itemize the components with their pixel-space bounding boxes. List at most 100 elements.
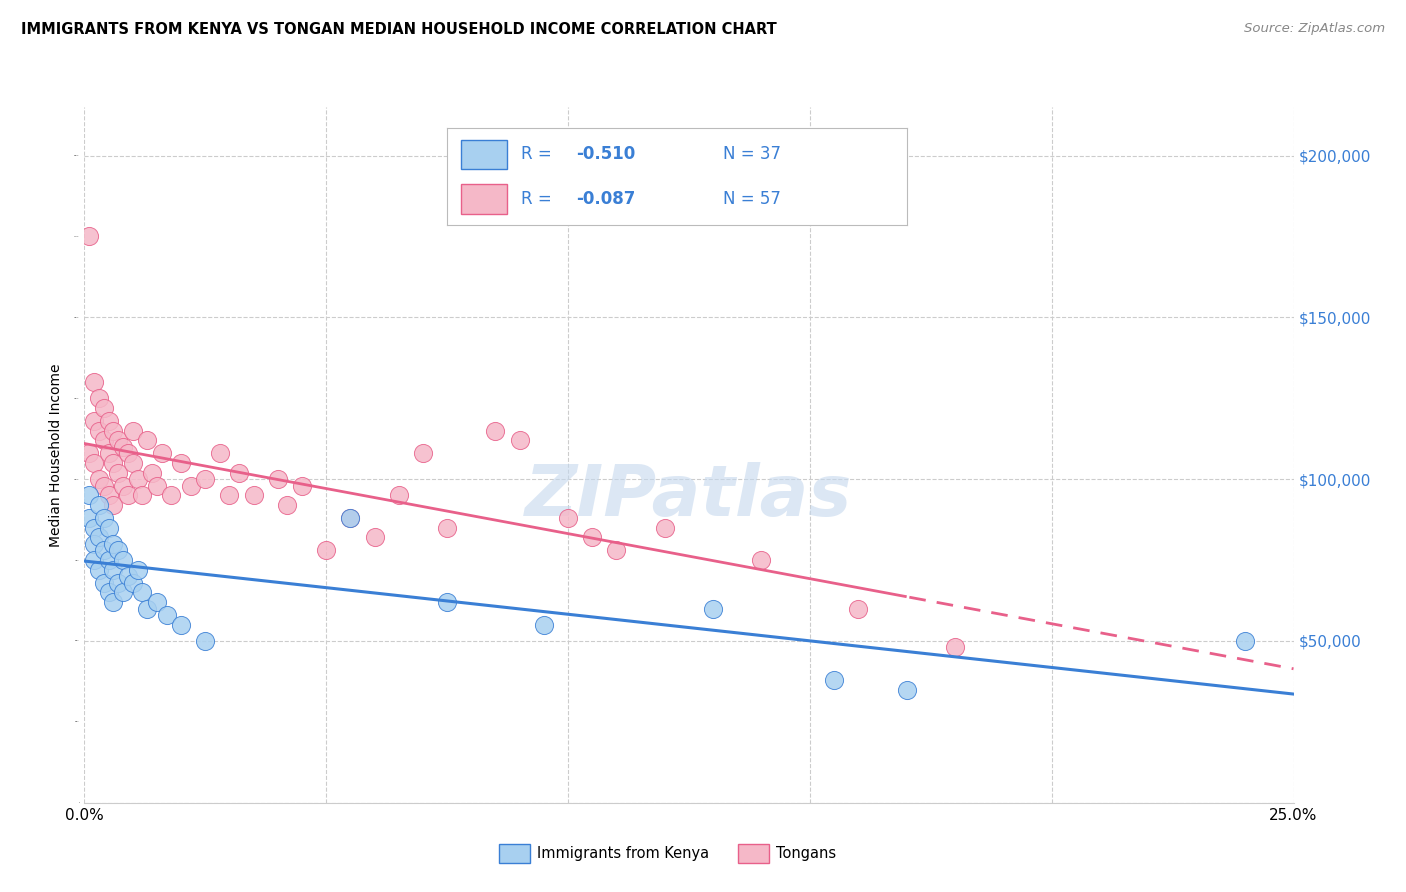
Point bbox=[242, 488, 264, 502]
Point bbox=[146, 478, 169, 492]
Point bbox=[823, 673, 845, 687]
Point bbox=[170, 456, 193, 470]
Y-axis label: Median Household Income: Median Household Income bbox=[49, 363, 63, 547]
Text: N = 57: N = 57 bbox=[723, 190, 780, 208]
Point bbox=[117, 488, 139, 502]
Point bbox=[103, 456, 125, 470]
Point bbox=[436, 595, 458, 609]
Point bbox=[339, 511, 361, 525]
Point bbox=[127, 472, 149, 486]
Point bbox=[291, 478, 314, 492]
Point bbox=[103, 498, 125, 512]
Text: ZIPatlas: ZIPatlas bbox=[526, 462, 852, 531]
Point bbox=[87, 392, 110, 406]
Point bbox=[77, 229, 100, 244]
Point bbox=[83, 553, 105, 567]
Point bbox=[87, 424, 110, 438]
Text: -0.087: -0.087 bbox=[576, 190, 636, 208]
Text: Source: ZipAtlas.com: Source: ZipAtlas.com bbox=[1244, 22, 1385, 36]
Point bbox=[155, 608, 177, 623]
Point bbox=[112, 440, 135, 454]
Point bbox=[87, 531, 110, 545]
Text: R =: R = bbox=[520, 190, 557, 208]
Point bbox=[751, 553, 773, 567]
Point bbox=[194, 634, 217, 648]
Text: R =: R = bbox=[520, 145, 557, 163]
Point bbox=[97, 553, 120, 567]
Point bbox=[83, 375, 105, 389]
Point bbox=[121, 575, 143, 590]
Point bbox=[103, 595, 125, 609]
Point bbox=[121, 456, 143, 470]
Point bbox=[702, 601, 724, 615]
Text: Immigrants from Kenya: Immigrants from Kenya bbox=[537, 847, 709, 861]
Point bbox=[131, 585, 153, 599]
Point bbox=[339, 511, 361, 525]
Point bbox=[93, 478, 115, 492]
Point bbox=[276, 498, 298, 512]
Point bbox=[194, 472, 217, 486]
Point bbox=[87, 498, 110, 512]
Point bbox=[436, 521, 458, 535]
Text: N = 37: N = 37 bbox=[723, 145, 780, 163]
Point bbox=[581, 531, 603, 545]
Point bbox=[117, 569, 139, 583]
Point bbox=[107, 434, 129, 448]
Point bbox=[484, 424, 506, 438]
Point bbox=[121, 424, 143, 438]
Point bbox=[141, 466, 163, 480]
Point bbox=[97, 488, 120, 502]
Point bbox=[160, 488, 183, 502]
Point bbox=[896, 682, 918, 697]
Point bbox=[103, 424, 125, 438]
Point bbox=[107, 575, 129, 590]
Point bbox=[77, 488, 100, 502]
Point bbox=[97, 446, 120, 460]
Point bbox=[654, 521, 676, 535]
Point bbox=[103, 563, 125, 577]
Point bbox=[412, 446, 434, 460]
Point bbox=[136, 601, 159, 615]
Point bbox=[97, 414, 120, 428]
Point bbox=[83, 537, 105, 551]
Point bbox=[103, 537, 125, 551]
Point bbox=[117, 446, 139, 460]
Point bbox=[943, 640, 966, 655]
Point bbox=[77, 446, 100, 460]
Point bbox=[150, 446, 173, 460]
FancyBboxPatch shape bbox=[461, 140, 506, 169]
Text: Tongans: Tongans bbox=[776, 847, 837, 861]
Point bbox=[170, 617, 193, 632]
Point bbox=[509, 434, 531, 448]
Point bbox=[533, 617, 555, 632]
Point bbox=[97, 521, 120, 535]
Point bbox=[605, 543, 627, 558]
Point bbox=[83, 414, 105, 428]
Point bbox=[131, 488, 153, 502]
Point bbox=[267, 472, 290, 486]
Point bbox=[112, 553, 135, 567]
Point bbox=[846, 601, 869, 615]
Point bbox=[112, 585, 135, 599]
Point bbox=[557, 511, 579, 525]
Point bbox=[1234, 634, 1257, 648]
Point bbox=[93, 543, 115, 558]
Point bbox=[93, 401, 115, 415]
Point bbox=[107, 466, 129, 480]
Point bbox=[83, 456, 105, 470]
Point bbox=[83, 521, 105, 535]
Point bbox=[87, 563, 110, 577]
Point bbox=[136, 434, 159, 448]
Point bbox=[218, 488, 240, 502]
Text: IMMIGRANTS FROM KENYA VS TONGAN MEDIAN HOUSEHOLD INCOME CORRELATION CHART: IMMIGRANTS FROM KENYA VS TONGAN MEDIAN H… bbox=[21, 22, 778, 37]
Point bbox=[228, 466, 250, 480]
Point bbox=[112, 478, 135, 492]
Text: -0.510: -0.510 bbox=[576, 145, 636, 163]
Point bbox=[363, 531, 385, 545]
Point bbox=[208, 446, 231, 460]
Point bbox=[87, 472, 110, 486]
Point bbox=[93, 511, 115, 525]
Point bbox=[97, 585, 120, 599]
FancyBboxPatch shape bbox=[461, 185, 506, 213]
Point bbox=[77, 511, 100, 525]
